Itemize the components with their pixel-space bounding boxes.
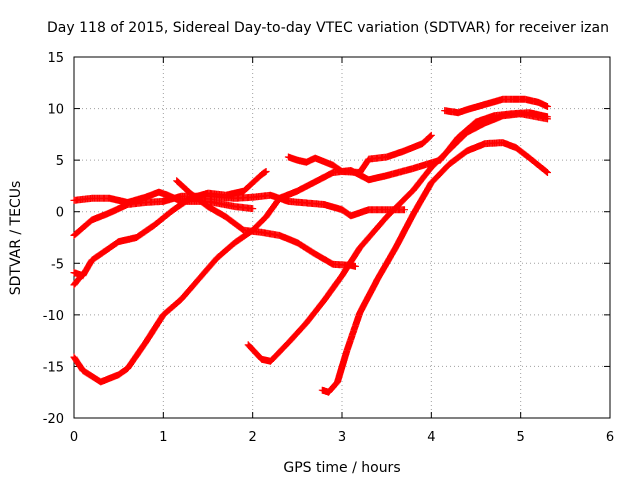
- x-tick-label: 3: [338, 430, 346, 445]
- series-markers: [441, 95, 551, 117]
- y-tick-label: -5: [51, 257, 64, 272]
- y-tick-label: 5: [56, 154, 64, 169]
- series-arc-8: [244, 110, 551, 365]
- series-arc-4: [70, 270, 87, 289]
- series-markers: [70, 270, 87, 289]
- y-tick-label: 10: [47, 103, 64, 118]
- y-tick-label: -10: [43, 309, 64, 324]
- series-markers: [284, 131, 435, 176]
- series-arc-7: [284, 131, 435, 176]
- x-tick-label: 2: [249, 430, 257, 445]
- chart-title: Day 118 of 2015, Sidereal Day-to-day VTE…: [47, 20, 609, 36]
- x-tick-label: 0: [70, 430, 78, 445]
- x-tick-label: 1: [159, 430, 167, 445]
- data-series: [70, 95, 551, 396]
- x-axis-label: GPS time / hours: [283, 460, 400, 476]
- y-tick-label: 15: [47, 51, 64, 66]
- series-markers: [244, 110, 551, 365]
- x-tick-label: 5: [517, 430, 525, 445]
- y-tick-label: -15: [43, 360, 64, 375]
- y-tick-label: 0: [56, 206, 64, 221]
- series-markers: [318, 139, 551, 396]
- y-tick-label: -20: [43, 412, 64, 427]
- series-arc-9: [318, 139, 551, 396]
- series-markers: [173, 177, 359, 270]
- x-tick-label: 4: [427, 430, 435, 445]
- series-arc-10: [441, 95, 551, 117]
- y-axis-label: SDTVAR / TECUs: [8, 181, 24, 296]
- x-tick-label: 6: [606, 430, 614, 445]
- axis-ticks: 0 1 2 3 4 5 6 -20 -15 -10 -5 0 5 10 15: [43, 51, 614, 445]
- series-arc-6: [173, 177, 359, 270]
